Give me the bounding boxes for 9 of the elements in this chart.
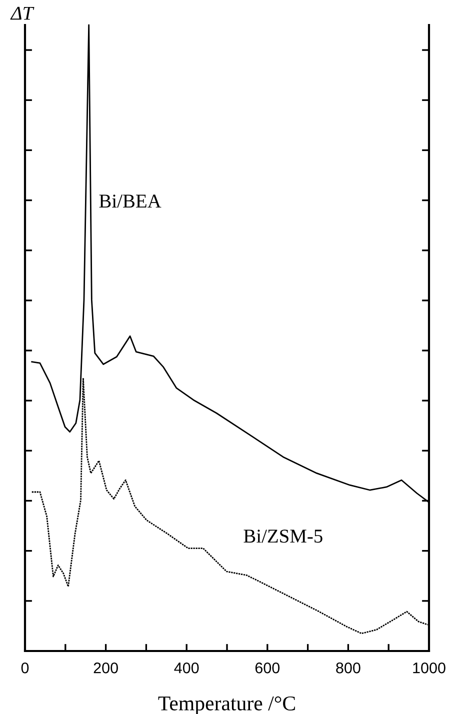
x-tick-label: 800 <box>336 662 360 674</box>
series-label: Bi/ZSM-5 <box>244 530 322 543</box>
x-tick-label: 200 <box>94 662 118 674</box>
x-tick-label: 1000 <box>413 662 446 674</box>
x-tick-label: 400 <box>174 662 199 674</box>
y-axis-title: ΔT <box>10 6 34 20</box>
x-tick-label: 600 <box>255 662 280 674</box>
series-label: Bi/BEA <box>99 194 162 208</box>
x-tick-label: 0 <box>21 662 29 674</box>
